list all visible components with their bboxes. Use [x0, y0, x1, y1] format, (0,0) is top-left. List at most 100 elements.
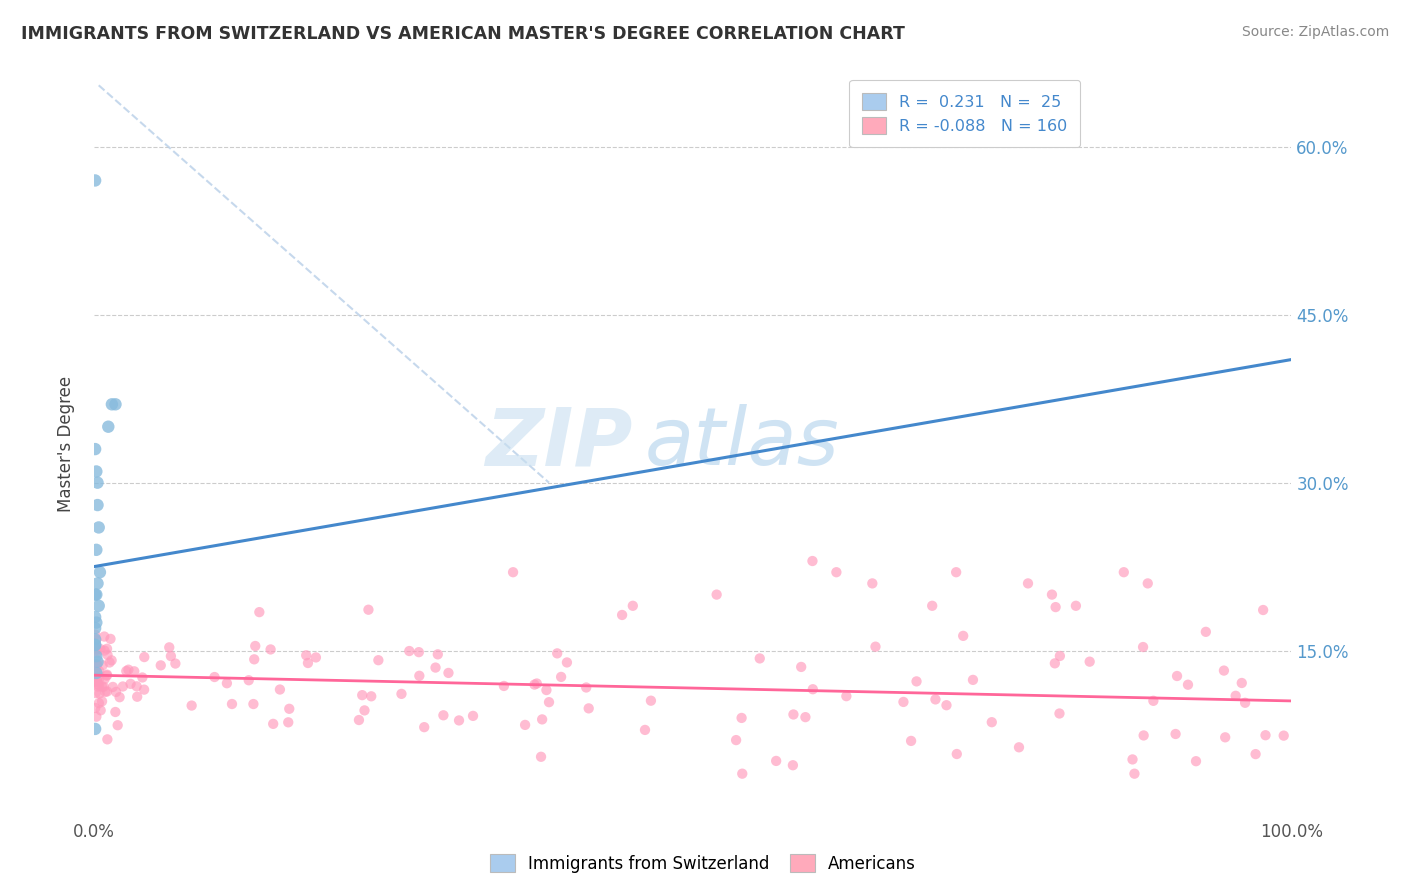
Point: [398, 644, 420, 658]
Point: [93, 630, 115, 644]
Point: [89, 642, 111, 657]
Point: [84, 657, 107, 672]
Point: [305, 650, 328, 665]
Point: [905, 674, 928, 689]
Point: [90, 703, 112, 717]
Point: [731, 766, 754, 780]
Point: [247, 605, 270, 619]
Point: [865, 640, 887, 654]
Point: [748, 651, 770, 665]
Text: Source: ZipAtlas.com: Source: ZipAtlas.com: [1241, 25, 1389, 39]
Point: [86, 576, 108, 591]
Point: [578, 701, 600, 715]
Point: [86, 498, 108, 512]
Legend: R =  0.231   N =  25, R = -0.088   N = 160: R = 0.231 N = 25, R = -0.088 N = 160: [849, 80, 1080, 147]
Point: [360, 690, 382, 704]
Point: [242, 697, 264, 711]
Point: [89, 672, 111, 686]
Point: [89, 686, 111, 700]
Point: [1008, 740, 1031, 755]
Point: [89, 665, 111, 679]
Point: [105, 685, 128, 699]
Point: [131, 671, 153, 685]
Point: [980, 715, 1002, 730]
Point: [575, 681, 598, 695]
Point: [101, 397, 124, 411]
Point: [432, 708, 454, 723]
Point: [104, 705, 127, 719]
Point: [245, 639, 267, 653]
Point: [84, 632, 107, 647]
Point: [269, 682, 291, 697]
Point: [1049, 648, 1071, 663]
Point: [122, 665, 145, 679]
Point: [87, 696, 110, 710]
Point: [93, 672, 115, 686]
Point: [86, 674, 108, 689]
Point: [860, 576, 883, 591]
Point: [1225, 689, 1247, 703]
Point: [104, 397, 127, 411]
Point: [946, 747, 969, 761]
Point: [94, 685, 117, 699]
Point: [962, 673, 984, 687]
Point: [550, 670, 572, 684]
Point: [84, 632, 107, 647]
Point: [1195, 624, 1218, 639]
Point: [86, 658, 108, 673]
Point: [86, 674, 108, 689]
Point: [730, 711, 752, 725]
Point: [243, 652, 266, 666]
Text: atlas: atlas: [645, 404, 839, 483]
Point: [93, 680, 115, 694]
Text: ZIP: ZIP: [485, 404, 633, 483]
Point: [96, 648, 118, 662]
Point: [945, 565, 967, 579]
Point: [84, 588, 107, 602]
Point: [765, 754, 787, 768]
Point: [96, 684, 118, 698]
Point: [1254, 728, 1277, 742]
Y-axis label: Master's Degree: Master's Degree: [58, 376, 75, 511]
Point: [87, 680, 110, 694]
Point: [425, 660, 447, 674]
Point: [84, 701, 107, 715]
Point: [86, 657, 108, 672]
Point: [347, 713, 370, 727]
Point: [447, 714, 470, 728]
Point: [86, 655, 108, 669]
Point: [1049, 706, 1071, 721]
Point: [221, 697, 243, 711]
Point: [924, 692, 946, 706]
Point: [160, 649, 183, 664]
Point: [408, 669, 430, 683]
Point: [134, 682, 156, 697]
Point: [1043, 657, 1066, 671]
Point: [91, 694, 114, 708]
Point: [97, 419, 120, 434]
Point: [801, 554, 824, 568]
Point: [84, 674, 107, 689]
Point: [96, 732, 118, 747]
Point: [1142, 694, 1164, 708]
Point: [91, 658, 114, 673]
Point: [84, 722, 107, 736]
Point: [357, 603, 380, 617]
Text: IMMIGRANTS FROM SWITZERLAND VS AMERICAN MASTER'S DEGREE CORRELATION CHART: IMMIGRANTS FROM SWITZERLAND VS AMERICAN …: [21, 25, 905, 43]
Point: [1251, 603, 1274, 617]
Point: [513, 718, 536, 732]
Point: [93, 643, 115, 657]
Point: [89, 678, 111, 692]
Point: [921, 599, 943, 613]
Point: [352, 688, 374, 702]
Point: [204, 670, 226, 684]
Point: [1045, 600, 1067, 615]
Point: [84, 664, 107, 678]
Point: [1121, 752, 1143, 766]
Point: [86, 475, 108, 490]
Point: [391, 687, 413, 701]
Point: [1136, 576, 1159, 591]
Point: [107, 718, 129, 732]
Point: [295, 648, 318, 663]
Point: [1132, 728, 1154, 742]
